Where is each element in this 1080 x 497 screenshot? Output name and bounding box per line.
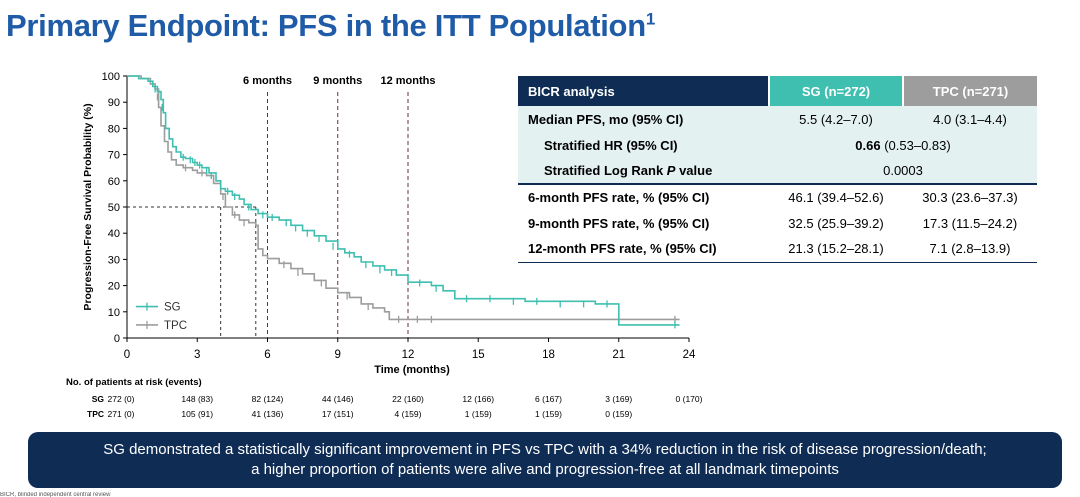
x-axis-label: Time (months) — [374, 364, 450, 376]
y-tick-label: 60 — [108, 176, 120, 188]
pfs-rate-row-12mo: 12-month PFS rate, % (95% CI) 21.3 (15.2… — [518, 236, 1037, 263]
conclusion-banner: SG demonstrated a statistically signific… — [28, 432, 1062, 488]
at-risk-value: 22 (160) — [392, 394, 424, 404]
pfs-rate-label: 9-month PFS rate, % (95% CI) — [528, 215, 710, 231]
median-pfs-label: Median PFS, mo (95% CI) — [518, 106, 769, 132]
logrank-row: Stratified Log Rank P value 0.0003 — [518, 158, 1037, 184]
x-tick-label: 15 — [472, 349, 485, 361]
y-tick-label: 20 — [108, 281, 120, 293]
conclusion-line-1: SG demonstrated a statistically signific… — [103, 441, 987, 458]
pfs-rate-tpc: 17.3 (11.5–24.2) — [922, 215, 1018, 231]
logrank-label-pre: Stratified Log Rank — [544, 163, 667, 178]
landmark-label: 9 months — [313, 75, 362, 87]
pfs-rate-sg: 21.3 (15.2–28.1) — [769, 236, 903, 263]
pfs-rate-row-6mo: 6-month PFS rate, % (95% CI) 46.1 (39.4–… — [518, 183, 1037, 210]
pfs-rate-tpc: 30.3 (23.6–37.3) — [903, 183, 1037, 210]
logrank-label-post: value — [675, 163, 713, 178]
at-risk-value: 12 (166) — [462, 394, 495, 404]
km-chart: 0 10 20 30 40 50 60 70 80 90 100 0 3 6 9 12 15 18 21 24 Prog… — [82, 71, 696, 376]
bicr-header-row: BICR analysis SG (n=272) TPC (n=271) — [518, 76, 1037, 106]
x-tick-label: 12 — [402, 349, 415, 361]
hazard-ratio-value: 0.66 (0.53–0.83) — [769, 132, 1037, 158]
y-axis-label: Progression-Free Survival Probability (%… — [82, 103, 94, 310]
at-risk-value: 271 (0) — [107, 409, 135, 419]
at-risk-value: 82 (124) — [251, 394, 284, 404]
slide-title: Primary Endpoint: PFS in the ITT Populat… — [6, 8, 655, 44]
title-superscript: 1 — [645, 9, 655, 29]
at-risk-value: 44 (146) — [321, 394, 354, 404]
y-tick-label: 70 — [108, 150, 120, 162]
pfs-rate-tpc: 7.1 (2.8–13.9) — [903, 236, 1037, 263]
at-risk-value: 4 (159) — [394, 409, 422, 419]
at-risk-value: 1 (159) — [464, 409, 492, 419]
y-tick-label: 0 — [114, 333, 120, 345]
logrank-value: 0.0003 — [769, 158, 1037, 184]
pfs-rate-row-9mo: 9-month PFS rate, % (95% CI) 32.5 (25.9–… — [518, 210, 1037, 236]
at-risk-row-tpc: TPC 271 (0) 105 (91) 41 (136) 17 (151) 4 (159… — [0, 409, 720, 421]
header-tpc: TPC (n=271) — [902, 76, 1037, 106]
median-pfs-sg: 5.5 (4.2–7.0) — [769, 106, 903, 132]
at-risk-value: 148 (83) — [181, 394, 214, 404]
at-risk-label-sg: SG — [91, 394, 104, 404]
y-tick-label: 30 — [108, 254, 120, 266]
x-tick-label: 0 — [124, 349, 130, 361]
x-tick-label: 18 — [542, 349, 555, 361]
x-tick-label: 24 — [683, 349, 696, 361]
y-tick-label: 10 — [108, 307, 120, 319]
sg-curve — [127, 75, 680, 326]
at-risk-value: 272 (0) — [107, 394, 135, 404]
at-risk-label-tpc: TPC — [87, 409, 104, 419]
slide-title-text: Primary Endpoint: PFS in the ITT Populat… — [6, 8, 646, 43]
at-risk-value: 105 (91) — [181, 409, 214, 419]
bicr-table: BICR analysis SG (n=272) TPC (n=271) Med… — [518, 76, 1037, 263]
y-tick-label: 40 — [108, 228, 120, 240]
x-tick-label: 3 — [194, 349, 200, 361]
x-tick-label: 6 — [264, 349, 270, 361]
footnote: BICR, blinded independent central review — [0, 492, 111, 497]
y-tick-label: 100 — [102, 71, 120, 83]
at-risk-value: 0 (159) — [605, 409, 633, 419]
hazard-ratio-label: Stratified HR (95% CI) — [518, 132, 769, 158]
at-risk-value: 1 (159) — [535, 409, 562, 419]
pfs-rate-sg: 32.5 (25.9–39.2) — [788, 215, 884, 231]
pfs-rate-sg: 46.1 (39.4–52.6) — [769, 183, 903, 210]
median-pfs-row: Median PFS, mo (95% CI) 5.5 (4.2–7.0) 4.… — [518, 106, 1037, 132]
hazard-ratio-ci: (0.53–0.83) — [880, 137, 951, 153]
y-tick-label: 90 — [108, 97, 120, 109]
at-risk-value: 41 (136) — [251, 409, 284, 419]
y-tick-label: 50 — [108, 202, 120, 214]
at-risk-row-sg: SG 272 (0) 148 (83) 82 (124) 44 (146) 22 (160… — [0, 394, 720, 406]
legend-label-sg: SG — [164, 302, 181, 314]
at-risk-value: 6 (167) — [535, 394, 562, 404]
hazard-ratio-estimate: 0.66 — [855, 137, 881, 153]
tpc-curve — [127, 75, 680, 321]
pfs-rate-label: 6-month PFS rate, % (95% CI) — [518, 183, 769, 210]
at-risk-value: 3 (169) — [605, 394, 633, 404]
at-risk-value: 0 (170) — [675, 394, 703, 404]
x-tick-label: 9 — [335, 349, 341, 361]
conclusion-line-2: a higher proportion of patients were ali… — [251, 461, 839, 478]
y-tick-label: 80 — [108, 123, 120, 135]
legend-label-tpc: TPC — [164, 320, 187, 332]
median-pfs-tpc: 4.0 (3.1–4.4) — [903, 106, 1037, 132]
pfs-rate-label: 12-month PFS rate, % (95% CI) — [518, 236, 769, 263]
at-risk-title: No. of patients at risk (events) — [66, 377, 202, 388]
header-sg: SG (n=272) — [768, 76, 903, 106]
hazard-ratio-row: Stratified HR (95% CI) 0.66 (0.53–0.83) — [518, 132, 1037, 158]
header-bicr-analysis: BICR analysis — [518, 76, 769, 106]
landmark-label: 6 months — [243, 75, 292, 87]
landmark-label: 12 months — [380, 75, 435, 87]
logrank-label-p: P — [666, 163, 676, 178]
at-risk-value: 17 (151) — [321, 409, 354, 419]
logrank-label: Stratified Log Rank P value — [518, 158, 769, 184]
x-tick-label: 21 — [612, 349, 625, 361]
